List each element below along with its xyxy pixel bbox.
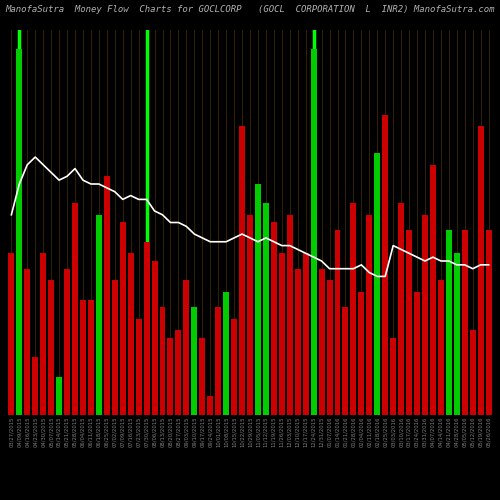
Bar xyxy=(48,280,54,415)
Bar xyxy=(168,338,173,415)
Bar xyxy=(32,357,38,415)
Bar xyxy=(152,261,158,415)
Bar xyxy=(422,215,428,415)
Bar xyxy=(454,254,460,415)
Bar xyxy=(239,126,245,415)
Bar xyxy=(231,319,237,415)
Bar xyxy=(215,307,221,415)
Bar xyxy=(310,49,316,415)
Bar xyxy=(64,268,70,415)
Bar xyxy=(144,242,150,415)
Bar xyxy=(16,49,22,415)
Bar xyxy=(80,300,86,415)
Bar xyxy=(406,230,412,415)
Bar xyxy=(462,230,468,415)
Bar xyxy=(342,307,348,415)
Bar xyxy=(318,268,324,415)
Bar xyxy=(255,184,261,415)
Bar xyxy=(446,230,452,415)
Bar xyxy=(430,164,436,415)
Bar xyxy=(247,215,253,415)
Bar xyxy=(358,292,364,415)
Bar xyxy=(160,307,166,415)
Text: ManofaSutra  Money Flow  Charts for GOCLCORP: ManofaSutra Money Flow Charts for GOCLCO… xyxy=(5,5,242,14)
Bar xyxy=(184,280,190,415)
Bar xyxy=(326,280,332,415)
Bar xyxy=(382,114,388,415)
Bar xyxy=(390,338,396,415)
Bar xyxy=(334,230,340,415)
Bar xyxy=(294,268,300,415)
Bar xyxy=(398,203,404,415)
Bar xyxy=(279,254,285,415)
Bar xyxy=(40,254,46,415)
Bar xyxy=(112,280,118,415)
Bar xyxy=(8,254,14,415)
Bar xyxy=(302,254,308,415)
Bar xyxy=(287,215,293,415)
Bar xyxy=(478,126,484,415)
Bar xyxy=(104,176,110,415)
Text: (GOCL  CORPORATION  L  INR2) ManofaSutra.com: (GOCL CORPORATION L INR2) ManofaSutra.co… xyxy=(258,5,495,14)
Bar xyxy=(176,330,182,415)
Bar xyxy=(128,254,134,415)
Bar xyxy=(120,222,126,415)
Bar xyxy=(374,153,380,415)
Bar xyxy=(72,203,78,415)
Bar xyxy=(56,376,62,415)
Bar xyxy=(96,215,102,415)
Bar xyxy=(271,222,277,415)
Bar xyxy=(24,268,30,415)
Bar xyxy=(223,292,229,415)
Bar xyxy=(207,396,213,415)
Bar xyxy=(438,280,444,415)
Bar xyxy=(263,203,269,415)
Bar xyxy=(88,300,94,415)
Bar xyxy=(414,292,420,415)
Bar xyxy=(192,307,198,415)
Bar xyxy=(470,330,476,415)
Bar xyxy=(350,203,356,415)
Bar xyxy=(200,338,205,415)
Bar xyxy=(136,319,141,415)
Bar xyxy=(486,230,492,415)
Bar xyxy=(366,215,372,415)
